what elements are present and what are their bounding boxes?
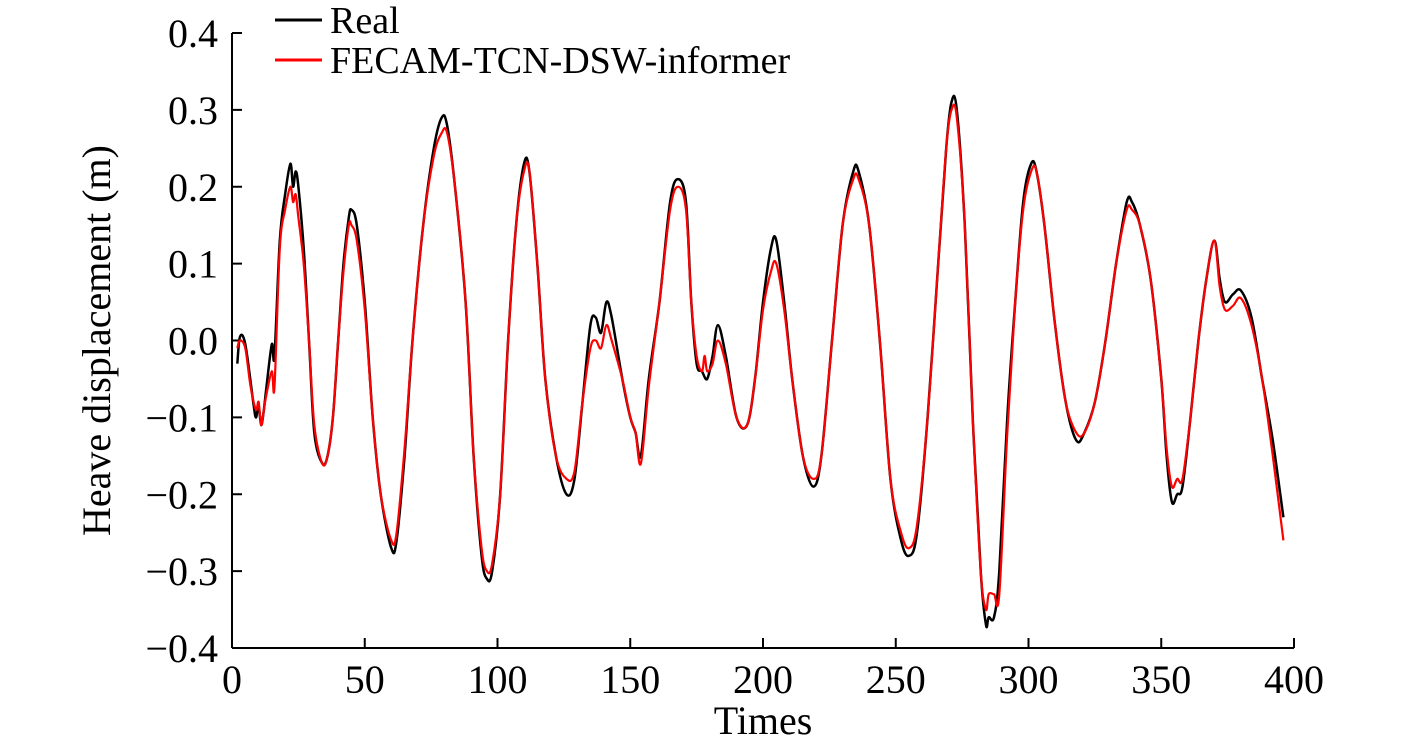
y-tick-label: 0.3: [168, 88, 218, 133]
y-tick-label: 0.4: [168, 11, 218, 56]
axes: 0 50 100 150 200 250 300 350 400 −0.4−0.3−0.2−0.…: [145, 11, 1324, 702]
x-tick-label: 50: [345, 657, 385, 702]
y-tick-label: −0.4: [145, 626, 218, 671]
x-ticks: 0 50 100 150 200 250 300 350 400: [222, 638, 1324, 702]
y-tick-label: −0.1: [145, 395, 218, 440]
x-tick-label: 150: [600, 657, 660, 702]
legend-label-real: Real: [330, 0, 400, 42]
x-axis-label: Times: [714, 698, 813, 743]
x-tick-label: 0: [222, 657, 242, 702]
x-tick-label: 300: [999, 657, 1059, 702]
series-layer: [236, 94, 1285, 629]
y-ticks: −0.4 −0.3 −0.2 −0.1 0.0 0.1 0.2 0.3 0.4: [145, 11, 242, 671]
series-line-fecam-tcn-dsw-informer: [236, 103, 1285, 612]
y-tick-label: −0.3: [145, 549, 218, 594]
series-line-real: [236, 94, 1285, 629]
x-tick-label: 400: [1264, 657, 1324, 702]
y-tick-label: −0.2: [145, 472, 218, 517]
y-tick-label: 0.2: [168, 165, 218, 210]
x-tick-label: 100: [468, 657, 528, 702]
y-axis-label: Heave displacement (m): [74, 145, 119, 536]
y-tick-label: 0.0: [168, 319, 218, 364]
legend-label-fecam-tcn-dsw-informer: FECAM-TCN-DSW-informer: [330, 40, 791, 82]
x-tick-label: 200: [733, 657, 793, 702]
x-tick-label: 350: [1131, 657, 1191, 702]
y-tick-label: 0.1: [168, 242, 218, 287]
x-tick-label: 250: [866, 657, 926, 702]
legend: Real FECAM-TCN-DSW-informer: [275, 0, 791, 82]
